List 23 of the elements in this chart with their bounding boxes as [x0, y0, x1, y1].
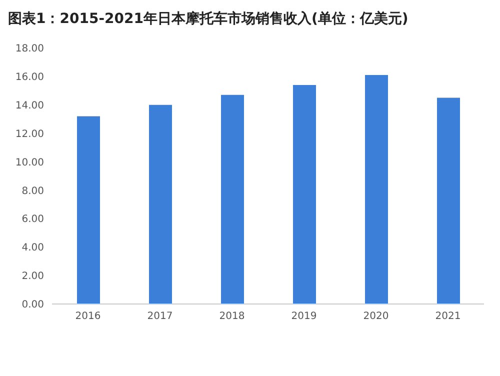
bar: [149, 104, 172, 304]
y-tick-label: 10.00: [15, 157, 44, 168]
x-tick-label: 2016: [75, 311, 101, 322]
x-tick-label: 2019: [291, 311, 317, 322]
y-tick-label: 0.00: [22, 300, 44, 311]
bar: [77, 116, 100, 304]
x-tick-label: 2021: [435, 311, 461, 322]
y-tick-label: 16.00: [15, 72, 44, 83]
y-tick-label: 2.00: [22, 271, 44, 282]
bar: [221, 94, 244, 304]
bar: [293, 84, 316, 304]
bar: [365, 75, 388, 304]
y-tick-label: 12.00: [15, 128, 44, 140]
y-tick-label: 8.00: [22, 186, 44, 197]
y-tick-label: 6.00: [22, 214, 44, 226]
y-tick-label: 18.00: [15, 44, 44, 55]
bar: [437, 98, 460, 304]
y-tick-label: 14.00: [15, 100, 44, 112]
chart-title: 图表1：2015-2021年日本摩托车市场销售收入(单位：亿美元): [8, 10, 410, 29]
y-tick-label: 4.00: [22, 242, 44, 254]
x-tick-label: 2017: [147, 311, 173, 322]
x-tick-label: 2018: [219, 311, 245, 322]
x-tick-label: 2020: [363, 311, 389, 322]
